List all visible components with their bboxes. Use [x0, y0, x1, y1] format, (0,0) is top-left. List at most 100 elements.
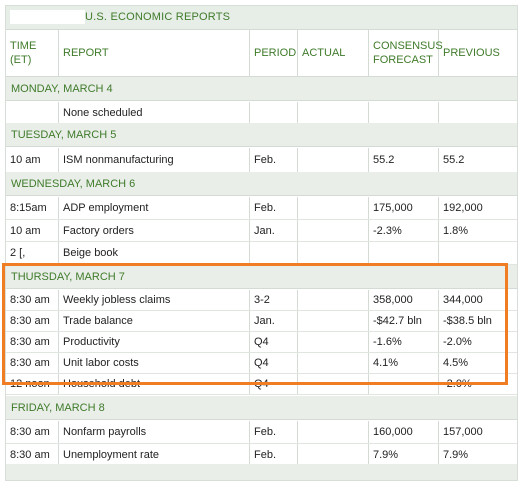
cell-time: 8:30 am	[6, 311, 59, 331]
cell-time: 8:30 am	[6, 332, 59, 352]
cell-consensus: --	[369, 374, 439, 394]
cell-actual	[298, 290, 369, 310]
header-period: PERIOD	[250, 30, 298, 76]
table-row: 8:30 am Unit labor costs Q4 4.1% 4.5%	[6, 353, 517, 374]
cell-previous: 55.2	[443, 154, 465, 166]
cell-consensus: 55.2	[369, 148, 439, 172]
cell-report: Productivity	[59, 332, 250, 352]
cell-period	[250, 102, 298, 124]
cell-report: Weekly jobless claims	[59, 290, 250, 310]
cell-time	[6, 102, 59, 124]
cell-actual	[298, 332, 369, 352]
cell-previous: 344,000	[443, 294, 483, 306]
cell-actual	[298, 242, 369, 264]
cell-period: 3-2	[250, 290, 298, 310]
cell-consensus: -1.6%	[369, 332, 439, 352]
cell-period: Q4	[250, 332, 298, 352]
cell-time: 8:15am	[6, 197, 59, 219]
cell-period: Feb.	[250, 444, 298, 466]
header-previous: PREVIOUS	[443, 47, 500, 59]
header-time: TIME (ET)	[6, 30, 59, 76]
cell-actual	[298, 421, 369, 443]
cell-actual	[298, 197, 369, 219]
cell-period: Jan.	[250, 220, 298, 241]
cell-period: Jan.	[250, 311, 298, 331]
cell-actual	[298, 311, 369, 331]
cell-previous: -2.0%	[443, 336, 472, 348]
cell-time: 8:30 am	[6, 290, 59, 310]
cell-time: 8:30 am	[6, 353, 59, 373]
cell-previous: 157,000	[443, 426, 483, 438]
table-row: 2 [, Beige book	[6, 242, 517, 265]
cell-consensus: -2.3%	[369, 220, 439, 241]
cell-period: Feb.	[250, 421, 298, 443]
cell-actual	[298, 148, 369, 172]
cell-period	[250, 242, 298, 264]
cell-actual	[298, 102, 369, 124]
cell-consensus: 4.1%	[369, 353, 439, 373]
day-section-header: TUESDAY, MARCH 5	[6, 123, 517, 147]
table-row: 8:30 am Trade balance Jan. -$42.7 bln -$38.5…	[6, 311, 517, 332]
cell-period: Q4	[250, 353, 298, 373]
cell-previous: 7.9%	[443, 449, 469, 461]
cell-previous: 192,000	[443, 202, 483, 214]
cell-report: Beige book	[59, 242, 250, 264]
cell-time: 2 [,	[6, 242, 59, 264]
cell-consensus: 358,000	[369, 290, 439, 310]
table-title: U.S. ECONOMIC REPORTS	[85, 11, 231, 23]
cell-consensus: 160,000	[369, 421, 439, 443]
title-redaction	[10, 10, 85, 24]
cell-report: Trade balance	[59, 311, 250, 331]
cell-consensus: 175,000	[369, 197, 439, 219]
table-row: 8:30 am Weekly jobless claims 3-2 358,000 34…	[6, 290, 517, 311]
cell-report: Unit labor costs	[59, 353, 250, 373]
cell-actual	[298, 444, 369, 466]
cell-previous	[439, 102, 517, 124]
cell-previous: 1.8%	[443, 224, 469, 237]
header-consensus: CONSENSUS FORECAST	[369, 30, 443, 76]
cell-report: ADP employment	[59, 197, 250, 219]
day-section-header: MONDAY, MARCH 4	[6, 77, 517, 101]
cell-actual	[298, 220, 369, 241]
cell-time: 10 am	[6, 148, 59, 172]
day-section-header: WEDNESDAY, MARCH 6	[6, 172, 517, 196]
cell-time: 10 am	[6, 220, 59, 241]
cell-report: Factory orders	[59, 220, 250, 241]
cell-actual	[298, 353, 369, 373]
cell-actual	[298, 374, 369, 394]
table-row: 10 am Factory orders Jan. -2.3% 1.8%	[6, 220, 517, 242]
day-section-header: THURSDAY, MARCH 7	[6, 265, 517, 289]
cell-report: Unemployment rate	[59, 444, 250, 466]
table-row: 8:30 am Nonfarm payrolls Feb. 160,000 157,00…	[6, 421, 517, 444]
cell-period: Feb.	[250, 148, 298, 172]
cell-consensus: 7.9%	[369, 444, 439, 466]
cell-report: Household debt	[59, 374, 250, 394]
table-row: 8:30 am Unemployment rate Feb. 7.9% 7.9%	[6, 444, 517, 467]
cell-previous: 4.5%	[443, 357, 469, 369]
cell-consensus: -$42.7 bln	[369, 311, 439, 331]
table-row: 8:15am ADP employment Feb. 175,000 192,000	[6, 197, 517, 220]
cell-previous: -2.0%	[443, 378, 472, 390]
table-row: 12 noon Household debt Q4 -- -2.0%	[6, 374, 517, 395]
header-actual: ACTUAL	[298, 30, 369, 76]
table-row: None scheduled	[6, 102, 517, 125]
cell-consensus	[369, 242, 439, 264]
cell-time: 12 noon	[6, 374, 59, 394]
cell-consensus	[369, 102, 439, 124]
cell-previous: -$38.5 bln	[443, 315, 492, 327]
cell-previous	[439, 242, 517, 264]
header-report: REPORT	[59, 30, 250, 76]
cell-period: Q4	[250, 374, 298, 394]
table-row: 10 am ISM nonmanufacturing Feb. 55.2 55.2	[6, 148, 517, 173]
cell-report: ISM nonmanufacturing	[59, 148, 250, 172]
day-section-header: FRIDAY, MARCH 8	[6, 396, 517, 420]
cell-period: Feb.	[250, 197, 298, 219]
table-footer	[6, 464, 517, 480]
column-header-row: TIME (ET) REPORT PERIOD ACTUAL CONSENSUS…	[6, 30, 517, 77]
cell-time: 8:30 am	[6, 444, 59, 466]
cell-report: None scheduled	[59, 102, 250, 124]
table-title-bar: U.S. ECONOMIC REPORTS	[6, 6, 517, 30]
table-row: 8:30 am Productivity Q4 -1.6% -2.0%	[6, 332, 517, 353]
cell-report: Nonfarm payrolls	[59, 421, 250, 443]
cell-time: 8:30 am	[6, 421, 59, 443]
